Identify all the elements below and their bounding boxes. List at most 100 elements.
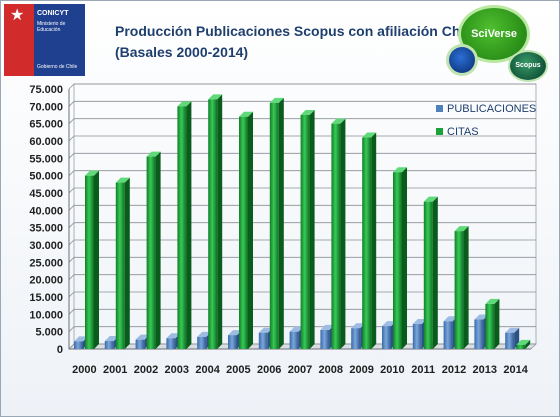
bar-citas: [85, 170, 99, 349]
bar-publicaciones-front: [412, 324, 422, 349]
y-tick-label: 75.000: [29, 84, 63, 96]
bar-citas-side: [371, 132, 377, 349]
gridline-diag: [68, 239, 75, 246]
bar-publicaciones-front: [104, 341, 114, 349]
x-tick-label: 2003: [165, 364, 189, 376]
gridline-diag: [68, 153, 75, 159]
bar-citas-top: [177, 101, 192, 107]
bar-citas-side: [463, 226, 469, 349]
legend-swatch: [436, 105, 443, 112]
bar-citas-front: [177, 106, 187, 349]
bar-publicaciones-top: [443, 316, 458, 322]
bar-citas-top: [331, 118, 346, 124]
bar-citas-side: [402, 167, 407, 349]
title-line-1: Producción Publicaciones Scopus con afil…: [115, 23, 476, 39]
bar-citas-side: [494, 298, 500, 349]
bar-citas: [362, 132, 377, 349]
bar-citas-front: [269, 102, 279, 349]
x-tick-label: 2011: [411, 364, 435, 376]
x-tick-label: 2004: [195, 364, 220, 376]
gridline-diag: [68, 257, 75, 263]
y-tick-label: 15.000: [29, 292, 63, 304]
bar-citas-top: [423, 196, 438, 202]
bar-publicaciones-top: [74, 336, 88, 342]
bar-citas-front: [393, 172, 402, 349]
gridline-diag: [68, 187, 75, 194]
bar-publicaciones-top: [474, 314, 489, 320]
bar-citas-top: [208, 94, 223, 100]
y-tick-label: 10.000: [29, 309, 63, 321]
bar-publicaciones-front: [228, 335, 237, 349]
y-tick-label: 35.000: [29, 223, 63, 235]
y-tick-label: 25.000: [29, 257, 63, 269]
bar-publicaciones-front: [505, 332, 515, 349]
x-tick-label: 2007: [288, 364, 312, 376]
bar-citas: [423, 196, 438, 349]
gridline-diag: [68, 343, 75, 350]
gridline-diag: [68, 222, 75, 228]
bar-publicaciones-top: [320, 324, 335, 330]
y-tick-label: 0: [57, 344, 63, 356]
bar-citas-top: [269, 97, 284, 103]
y-tick-label: 70.000: [29, 101, 63, 113]
gridline-diag: [68, 170, 75, 176]
bar-citas-top: [239, 111, 253, 117]
gridline-diag: [68, 326, 75, 332]
bar-citas-side: [217, 94, 223, 350]
bar-publicaciones-front: [197, 336, 207, 349]
chart-legend: PUBLICACIONES CITAS: [436, 103, 536, 138]
gridline-diag: [68, 135, 75, 142]
bar-citas-front: [362, 137, 372, 349]
star-icon: ★: [10, 7, 25, 24]
bar-citas-front: [115, 182, 125, 349]
circle-badge-icon: [449, 47, 475, 73]
y-tick-label: 5.000: [35, 327, 63, 339]
gridline-diag: [68, 291, 75, 298]
x-tick-label: 2005: [226, 364, 250, 376]
chart-bars: [74, 94, 531, 350]
bar-publicaciones-front: [135, 339, 145, 349]
gridline-diag: [68, 83, 75, 90]
scopus-badge: Scopus: [510, 52, 546, 80]
y-tick-label: 55.000: [29, 153, 63, 165]
bar-citas: [177, 101, 192, 349]
bar-citas-top: [362, 132, 377, 138]
x-tick-label: 2010: [380, 364, 404, 376]
bar-citas-side: [124, 177, 130, 349]
bar-citas: [208, 94, 223, 350]
bar-citas: [485, 298, 500, 349]
bar-publicaciones-top: [104, 336, 119, 342]
bar-publicaciones-front: [74, 341, 83, 349]
x-tick-label: 2012: [442, 364, 466, 376]
bar-citas: [454, 226, 469, 349]
bar-publicaciones-front: [166, 338, 176, 349]
bar-citas-front: [331, 123, 341, 350]
gridline-diag: [68, 205, 75, 211]
bar-citas-top: [146, 151, 161, 157]
bar-citas-front: [485, 303, 495, 349]
bar-publicaciones-top: [228, 330, 242, 336]
y-tick-label: 30.000: [29, 240, 63, 252]
bar-citas-side: [248, 111, 253, 349]
bar-citas-top: [454, 226, 469, 232]
gridline-diag: [68, 309, 75, 315]
legend-label: PUBLICACIONES: [447, 103, 536, 115]
bar-citas: [269, 97, 284, 349]
bar-citas: [115, 177, 130, 349]
bar-citas-side: [278, 97, 284, 349]
y-tick-label: 40.000: [29, 205, 63, 217]
bar-citas-top: [300, 110, 315, 115]
bar-citas-side: [525, 339, 531, 349]
x-tick-label: 2014: [503, 364, 528, 376]
bar-publicaciones-top: [505, 327, 520, 333]
bar-citas: [331, 118, 346, 350]
bar-publicaciones-front: [289, 331, 299, 349]
chart-axes: [68, 89, 531, 350]
bar-citas-front: [300, 115, 310, 349]
bar-publicaciones-top: [135, 334, 150, 340]
gridline-diag: [68, 118, 75, 124]
bar-citas-front: [146, 156, 156, 349]
bar-citas: [393, 167, 407, 349]
x-tick-label: 2002: [134, 364, 158, 376]
